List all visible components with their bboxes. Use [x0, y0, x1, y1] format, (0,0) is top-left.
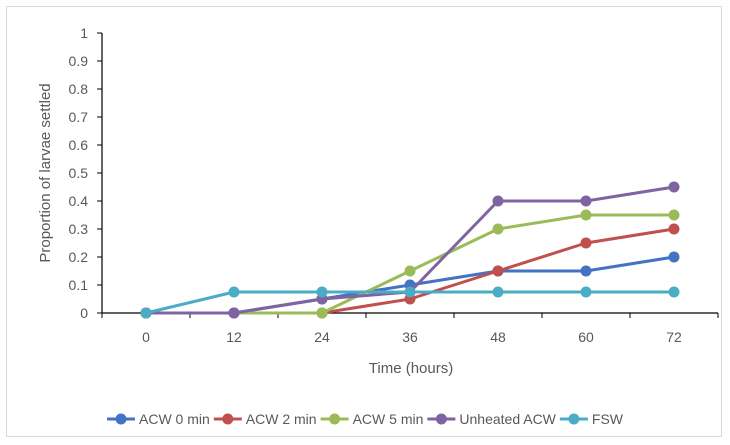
legend-item: ACW 5 min [320, 411, 424, 427]
legend-label: FSW [592, 411, 624, 427]
y-tick-label: 0.2 [69, 249, 89, 265]
legend-item: FSW [559, 411, 624, 427]
data-point [580, 195, 592, 207]
legend-marker [329, 413, 341, 425]
legend-label: Unheated ACW [459, 411, 556, 427]
data-point [492, 286, 504, 298]
x-tick-label: 72 [666, 329, 682, 345]
y-tick-label: 0.5 [69, 165, 89, 181]
data-point [228, 307, 240, 319]
data-point [668, 181, 680, 193]
data-point [668, 251, 680, 263]
legend-marker [568, 413, 580, 425]
data-point [140, 307, 152, 319]
data-point [404, 286, 416, 298]
legend-item: Unheated ACW [427, 411, 557, 427]
data-point [316, 307, 328, 319]
legend-label: ACW 2 min [246, 411, 317, 427]
data-point [580, 237, 592, 249]
x-tick-label: 36 [402, 329, 418, 345]
y-tick-label: 0 [80, 305, 88, 321]
y-tick-label: 0.3 [69, 221, 89, 237]
series-fsw [140, 286, 680, 319]
data-point [316, 286, 328, 298]
data-point [228, 286, 240, 298]
legend-item: ACW 0 min [107, 411, 210, 427]
legend-item: ACW 2 min [213, 411, 317, 427]
legend-marker [115, 413, 127, 425]
data-point [492, 265, 504, 277]
legend-label: ACW 0 min [139, 411, 210, 427]
x-axis-title: Time (hours) [369, 360, 453, 377]
y-tick-label: 0.9 [69, 53, 89, 69]
x-tick-label: 48 [490, 329, 506, 345]
legend: ACW 0 min ACW 2 min ACW 5 min Unheated ACW F… [107, 411, 624, 427]
x-tick-label: 24 [314, 329, 330, 345]
data-point [492, 195, 504, 207]
legend-marker [222, 413, 234, 425]
data-point [580, 265, 592, 277]
axes: 0 0.1 0.2 0.3 0.4 0.5 0.6 0.7 0.8 0.9 1 0 12 24 36 48 60… [69, 25, 719, 345]
x-tick-label: 0 [142, 329, 150, 345]
data-point [580, 286, 592, 298]
legend-label: ACW 5 min [353, 411, 424, 427]
x-tick-label: 12 [226, 329, 242, 345]
data-point [580, 209, 592, 221]
y-tick-label: 0.6 [69, 137, 89, 153]
y-tick-label: 0.1 [69, 277, 89, 293]
y-tick-label: 0.4 [69, 193, 89, 209]
series-layer [140, 181, 680, 319]
data-point [668, 209, 680, 221]
data-point [492, 223, 504, 235]
data-point [668, 286, 680, 298]
x-tick-label: 60 [578, 329, 594, 345]
y-axis-title: Proportion of larvae settled [37, 83, 54, 262]
legend-marker [435, 413, 447, 425]
y-tick-label: 0.8 [69, 81, 89, 97]
data-point [404, 265, 416, 277]
series-acw-0-min [140, 251, 680, 319]
chart-frame [6, 6, 722, 437]
data-point [668, 223, 680, 235]
y-tick-label: 1 [80, 25, 88, 41]
y-tick-label: 0.7 [69, 109, 89, 125]
